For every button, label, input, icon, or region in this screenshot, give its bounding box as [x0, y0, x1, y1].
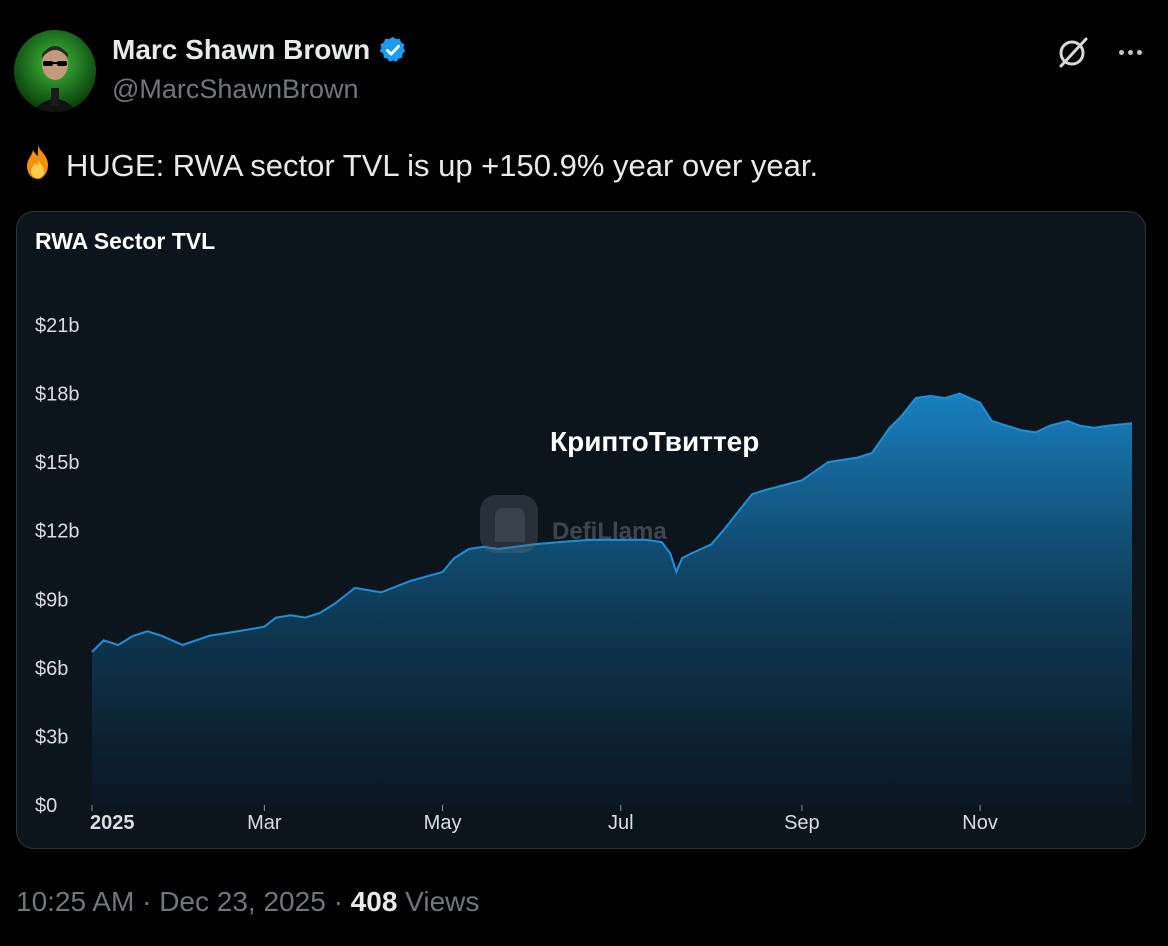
- y-tick-label: $9b: [35, 589, 68, 611]
- tweet-date[interactable]: Dec 23, 2025: [159, 886, 326, 917]
- avatar-image: [14, 30, 96, 112]
- more-options-icon[interactable]: [1112, 34, 1148, 70]
- y-tick-label: $0: [35, 795, 57, 817]
- tvl-area: [92, 393, 1132, 805]
- views-count: 408: [350, 886, 398, 917]
- y-tick-label: $6b: [35, 658, 68, 680]
- fire-emoji-icon: [18, 142, 58, 190]
- x-tick-label: Mar: [247, 812, 282, 834]
- author-handle[interactable]: @MarcShawnBrown: [112, 74, 359, 104]
- overlay-watermark-text: КриптоТвиттер: [550, 426, 759, 457]
- views-label: Views: [405, 886, 480, 917]
- watermark-text: DefiLlama: [552, 518, 667, 545]
- tweet-meta: 10:25 AM · Dec 23, 2025 · 408 Views: [16, 886, 479, 918]
- tvl-area-chart: RWA Sector TVL $0 $3b $6b $9b $12b $15b $18b $2…: [35, 228, 1133, 834]
- x-tick-label: 2025: [90, 812, 135, 834]
- x-tick-label: Nov: [962, 812, 998, 834]
- y-tick-label: $3b: [35, 726, 68, 748]
- verified-badge-icon: [380, 36, 406, 62]
- avatar[interactable]: [14, 30, 96, 112]
- x-tick-label: Jul: [608, 812, 634, 834]
- chart-card[interactable]: RWA Sector TVL $0 $3b $6b $9b $12b $15b $18b $2…: [16, 211, 1146, 849]
- tweet-text: HUGE: RWA sector TVL is up +150.9% year …: [18, 142, 818, 190]
- y-tick-label: $18b: [35, 384, 80, 406]
- author-name[interactable]: Marc Shawn Brown: [112, 34, 371, 65]
- separator: ·: [333, 886, 343, 917]
- y-tick-label: $15b: [35, 452, 80, 474]
- tvl-line: [91, 392, 1133, 653]
- tweet-time[interactable]: 10:25 AM: [16, 886, 135, 917]
- separator: ·: [142, 886, 152, 917]
- grok-icon[interactable]: [1055, 34, 1091, 70]
- y-tick-label: $12b: [35, 521, 80, 543]
- y-tick-label: $21b: [35, 315, 80, 337]
- x-tick-label: Sep: [784, 812, 820, 834]
- defillama-watermark: DefiLlama: [480, 495, 667, 553]
- chart-title: RWA Sector TVL: [35, 228, 215, 254]
- tweet-body: HUGE: RWA sector TVL is up +150.9% year …: [66, 148, 819, 183]
- author-name-row[interactable]: Marc Shawn Brown: [112, 34, 408, 66]
- x-tick-label: May: [424, 812, 462, 834]
